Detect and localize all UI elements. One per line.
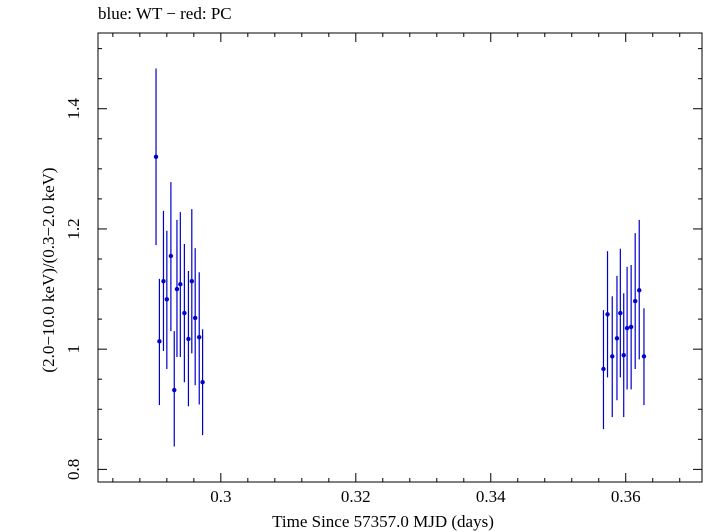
x-tick-label: 0.34 (476, 487, 506, 506)
y-tick-label: 1.4 (64, 98, 83, 120)
data-point (172, 387, 177, 393)
data-point (614, 336, 620, 341)
data-point (157, 339, 162, 344)
data-point (168, 253, 174, 259)
data-point (153, 154, 159, 160)
data-point (641, 354, 647, 359)
data-point (605, 312, 610, 317)
data-point (192, 315, 198, 321)
data-point (197, 334, 202, 340)
chart-title: blue: WT − red: PC (98, 4, 232, 23)
data-point (628, 324, 634, 330)
data-point (632, 298, 638, 304)
x-tick-label: 0.3 (210, 487, 231, 506)
data-point (621, 352, 626, 358)
data-point (186, 336, 191, 342)
data-point (182, 310, 187, 316)
x-tick-label: 0.36 (611, 487, 641, 506)
data-points (153, 68, 647, 447)
data-point (178, 282, 183, 287)
y-tick-label: 1.2 (64, 218, 83, 239)
axis-ticks (98, 33, 702, 482)
data-point (174, 286, 180, 292)
data-point (610, 354, 615, 359)
y-tick-label: 0.8 (64, 459, 83, 480)
data-point (637, 288, 642, 293)
data-point (624, 325, 630, 331)
x-axis-label: Time Since 57357.0 MJD (days) (272, 512, 494, 531)
data-point (164, 297, 170, 302)
data-point (189, 279, 195, 284)
data-point (601, 366, 606, 372)
y-axis-label: (2.0−10.0 keV)/(0.3−2.0 keV) (39, 167, 58, 372)
axis-tick-labels: 0.3 0.32 0.34 0.36 0.8 1 1.2 1.4 (64, 98, 641, 506)
x-tick-label: 0.32 (341, 487, 371, 506)
data-point (200, 380, 205, 385)
y-tick-label: 1 (64, 345, 83, 354)
data-point (618, 310, 623, 316)
plot-frame (97, 32, 703, 483)
data-point (161, 279, 166, 284)
